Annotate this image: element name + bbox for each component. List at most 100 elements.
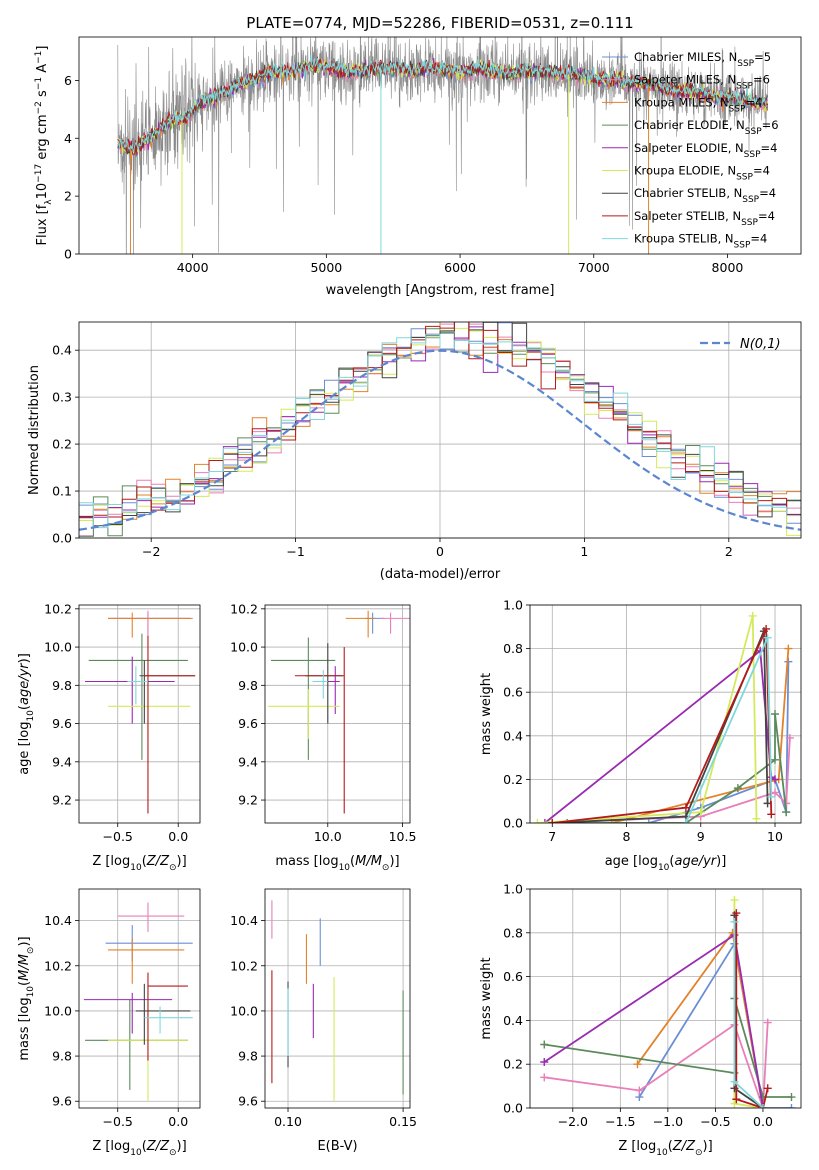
series-marker bbox=[771, 788, 780, 797]
y-axis-label: Normed distribution bbox=[27, 365, 42, 495]
series-marker bbox=[748, 611, 757, 620]
point-chabrier-elodie bbox=[85, 999, 188, 1090]
series-marker bbox=[784, 644, 793, 653]
y-tick-label: 9.6 bbox=[52, 1094, 72, 1109]
x-tick-label: −2.0 bbox=[558, 1114, 588, 1129]
y-tick-label: 0.4 bbox=[503, 1013, 523, 1028]
series-marker bbox=[635, 1086, 644, 1095]
axes-age-vs-mass: 10.0 10.5 9.2 9.4 9.6 9.8 10.0 10.2 mass [log10(… bbox=[230, 601, 416, 873]
series-marker bbox=[785, 733, 794, 742]
axes-spectrum: 4000 5000 6000 7000 8000 0 2 4 6 wavelength [Angs… bbox=[34, 36, 802, 298]
x-tick-label: 1 bbox=[580, 544, 588, 559]
figure-title: PLATE=0774, MJD=52286, FIBERID=0531, z=0… bbox=[246, 14, 633, 32]
point-salpeter-miles bbox=[117, 902, 185, 932]
model-line-kroupa-stelib bbox=[117, 54, 768, 153]
y-tick-label: 6 bbox=[64, 73, 72, 88]
y-tick-label: 9.8 bbox=[52, 678, 72, 693]
y-tick-label: 0.6 bbox=[503, 685, 523, 700]
series-marker bbox=[730, 895, 739, 904]
model-line-salpeter-stelib bbox=[117, 57, 769, 155]
series-marker bbox=[540, 1058, 549, 1067]
y-tick-label: 1.0 bbox=[503, 598, 523, 613]
series-salpeter-elodie bbox=[540, 930, 767, 1108]
legend-spectrum: Chabrier MILES, NSSP=5 Salpeter MILES, NS… bbox=[602, 50, 779, 251]
y-tick-label: 0 bbox=[64, 247, 72, 262]
series-kroupa-elodie bbox=[533, 611, 761, 823]
x-tick-label: −0.5 bbox=[103, 829, 133, 844]
series-marker bbox=[540, 819, 549, 823]
plot-area-residuals bbox=[79, 322, 801, 538]
series-marker bbox=[681, 819, 690, 823]
series-marker bbox=[533, 819, 542, 823]
axes-residuals: −2 −1 0 1 2 0.0 0.1 0.2 0.3 0.4 (data-model)/error… bbox=[27, 321, 802, 582]
y-tick-label: 0.8 bbox=[503, 925, 523, 940]
point-chabrier-elodie bbox=[88, 633, 188, 760]
x-axis-label: mass [log10(M/M⊙)] bbox=[275, 854, 399, 873]
series-marker bbox=[767, 792, 776, 801]
series-marker bbox=[763, 1018, 772, 1027]
y-tick-label: 10.2 bbox=[44, 601, 72, 616]
series-salpeter-stelib bbox=[548, 624, 776, 823]
plot-area-age-vs-z bbox=[85, 610, 196, 814]
y-tick-label: 1.0 bbox=[503, 882, 523, 897]
series-marker bbox=[771, 775, 780, 784]
series-marker bbox=[730, 917, 739, 926]
y-tick-label: 0.2 bbox=[503, 772, 523, 787]
y-tick-label: 9.4 bbox=[52, 754, 72, 769]
y-tick-label: 10.4 bbox=[230, 913, 258, 928]
point-kroupa-miles bbox=[345, 610, 376, 638]
x-axis-label: Z [log10(Z/Z⊙)] bbox=[618, 1139, 712, 1158]
series-kroupa-stelib bbox=[730, 917, 767, 1108]
y-axis-label: mass [log10(M/M⊙)] bbox=[17, 936, 36, 1060]
x-tick-label: 0.0 bbox=[753, 1114, 773, 1129]
point-kroupa-elodie bbox=[267, 689, 340, 739]
point-kroupa-stelib bbox=[144, 1006, 193, 1034]
y-tick-label: 10.2 bbox=[230, 601, 258, 616]
legend-label-salpeter-elodie: Salpeter ELODIE, NSSP=4 bbox=[634, 141, 777, 160]
series-marker bbox=[763, 633, 772, 642]
series-marker bbox=[540, 1073, 549, 1082]
y-tick-label: 0.4 bbox=[503, 728, 523, 743]
x-tick-label: 8 bbox=[623, 829, 631, 844]
x-tick-label: 10.0 bbox=[314, 829, 342, 844]
y-tick-label: 10.0 bbox=[44, 640, 72, 655]
series-marker bbox=[540, 1040, 549, 1049]
point-kroupa-stelib bbox=[312, 670, 328, 699]
series-marker bbox=[548, 819, 557, 823]
series-marker bbox=[782, 808, 791, 817]
plot-frame bbox=[78, 36, 802, 255]
plot-frame bbox=[264, 888, 411, 1109]
plot-area-weight-vs-age bbox=[533, 611, 794, 823]
y-tick-label: 10.2 bbox=[44, 958, 72, 973]
series-marker bbox=[696, 808, 705, 817]
y-tick-label: 10.2 bbox=[230, 958, 258, 973]
y-tick-label: 9.6 bbox=[238, 716, 258, 731]
x-tick-label: 4000 bbox=[177, 260, 209, 275]
histogram-kroupa-stelib bbox=[79, 333, 801, 538]
x-tick-label: −0.5 bbox=[103, 1114, 133, 1129]
series-marker bbox=[771, 755, 780, 764]
point-kroupa-miles bbox=[108, 938, 185, 984]
x-axis-label: Z [log10(Z/Z⊙)] bbox=[92, 1139, 186, 1158]
legend-label-chabrier-miles: Chabrier MILES, NSSP=5 bbox=[634, 50, 771, 69]
x-tick-label: 10 bbox=[767, 829, 783, 844]
series-marker bbox=[787, 1104, 796, 1108]
plot-area-mass-vs-ebv bbox=[271, 900, 404, 1102]
y-tick-label: 0.0 bbox=[52, 531, 72, 546]
point-salpeter-stelib bbox=[294, 647, 345, 814]
series-marker bbox=[644, 819, 653, 823]
x-tick-label: 6000 bbox=[444, 260, 476, 275]
x-tick-label: 10.5 bbox=[389, 829, 417, 844]
series-marker bbox=[732, 1095, 741, 1104]
series-marker bbox=[681, 803, 690, 812]
x-axis-label: E(B-V) bbox=[317, 1139, 357, 1154]
x-tick-label: 8000 bbox=[712, 260, 744, 275]
legend-label-gaussian: N(0,1) bbox=[740, 337, 781, 352]
y-tick-label: 0.0 bbox=[503, 1101, 523, 1116]
y-axis-label: age [log10(age/yr)] bbox=[17, 653, 36, 775]
y-tick-label: 10.4 bbox=[44, 913, 72, 928]
y-tick-label: 9.8 bbox=[238, 1049, 258, 1064]
y-tick-label: 0.2 bbox=[52, 437, 72, 452]
x-axis-label: Z [log10(Z/Z⊙)] bbox=[92, 854, 186, 873]
